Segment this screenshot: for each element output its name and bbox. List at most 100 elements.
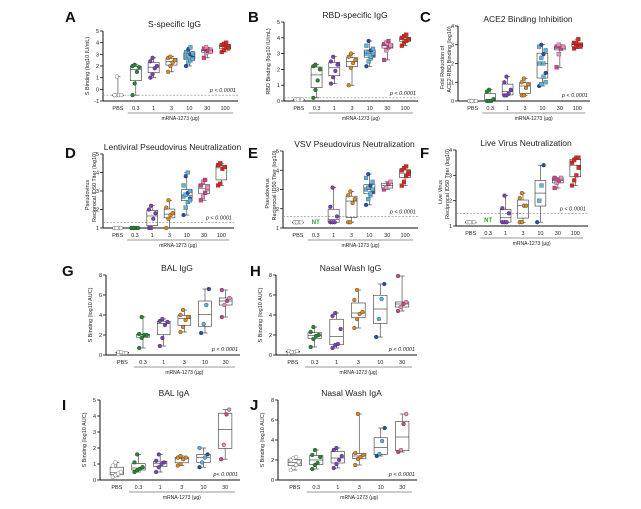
box-PBS — [287, 454, 302, 473]
data-point — [154, 63, 160, 69]
data-point — [308, 329, 313, 335]
data-point — [559, 175, 564, 180]
panel-title: Nasal Wash IgA — [321, 388, 382, 398]
data-point — [541, 74, 546, 79]
y-axis-label: Fold Reduction ofACE2-RBD Binding (log10… — [440, 26, 453, 93]
data-point — [132, 460, 137, 465]
x-tick-label: 0.3 — [132, 106, 140, 112]
data-point — [197, 445, 202, 451]
box-1 — [156, 316, 171, 349]
box-3 — [165, 54, 178, 74]
y-axis-label: RBD Binding (log10 IU/mL) — [266, 28, 272, 95]
box-10 — [536, 42, 549, 89]
y-tick-label: 1 — [96, 226, 99, 232]
data-point — [556, 178, 561, 183]
x-axis-label: mRNA-1273 (µg) — [165, 370, 203, 376]
data-point — [521, 93, 527, 98]
x-tick-label: 30 — [222, 485, 228, 491]
box-10 — [183, 45, 196, 69]
data-point — [346, 193, 351, 198]
data-point — [330, 345, 335, 351]
panel-letter: C — [420, 9, 431, 26]
data-point — [183, 317, 188, 323]
data-point — [165, 319, 170, 325]
data-point — [154, 458, 159, 463]
data-point — [335, 62, 340, 67]
data-point — [404, 299, 409, 305]
data-point — [313, 62, 318, 67]
data-point — [201, 321, 206, 327]
data-point — [113, 460, 118, 465]
data-point — [148, 59, 153, 64]
y-tick-label: 1 — [449, 224, 452, 230]
box-3 — [174, 453, 189, 468]
data-point — [119, 93, 124, 98]
data-point — [354, 287, 360, 293]
panel-letter: D — [65, 145, 76, 162]
panel-i: I BAL IgA 0 1 2 3 4 5 S Binding (log10 AUC) p< 0.… — [62, 388, 240, 501]
panel-title: S-specific IgG — [148, 19, 201, 29]
data-point — [222, 164, 227, 170]
data-point — [539, 82, 544, 87]
box-0.3 — [307, 324, 322, 350]
data-point — [110, 463, 115, 468]
data-point — [353, 57, 358, 63]
data-point — [506, 211, 511, 216]
data-point — [556, 52, 561, 57]
data-point — [508, 87, 513, 92]
data-point — [524, 203, 529, 208]
data-point — [552, 185, 557, 191]
x-tick-label: PBS — [287, 360, 298, 366]
data-point — [139, 335, 144, 341]
data-point — [180, 307, 186, 313]
x-tick-label: 1 — [336, 485, 339, 491]
data-point — [168, 63, 173, 69]
y-axis-label: S Binding (log10 AUC) — [82, 412, 88, 467]
box-iqr — [329, 318, 344, 346]
data-point — [172, 58, 177, 63]
data-point — [219, 457, 224, 462]
data-point — [187, 198, 193, 203]
data-point — [543, 70, 548, 75]
data-point — [399, 183, 404, 188]
data-point — [221, 47, 227, 52]
x-tick-label: 30 — [204, 106, 210, 112]
box-3 — [517, 190, 529, 225]
y-tick-label: 8 — [271, 398, 274, 404]
data-point — [156, 465, 161, 470]
data-point — [308, 344, 313, 350]
data-point — [190, 51, 195, 56]
box-1 — [329, 310, 344, 351]
y-axis-label: S Binding (log10 AUC) — [88, 287, 94, 342]
y-axis-label: PseudovirusReciprocal ID50 Titer (log10) — [265, 150, 278, 220]
box-30 — [218, 407, 233, 462]
data-point — [331, 54, 336, 59]
data-point — [502, 80, 507, 85]
data-point — [554, 180, 559, 185]
box-10 — [363, 172, 376, 207]
data-point — [224, 298, 230, 304]
box-10 — [373, 425, 388, 459]
y-tick-label: 3 — [93, 430, 96, 436]
box-iqr — [177, 315, 192, 326]
y-tick-label: 1 — [93, 462, 96, 468]
box-1 — [499, 193, 512, 225]
data-point — [578, 44, 583, 49]
x-tick-label: 30 — [399, 485, 405, 491]
box-iqr — [215, 165, 228, 181]
data-point — [114, 74, 119, 79]
x-axis-label: mRNA-1273 (µg) — [515, 116, 553, 122]
data-point — [338, 326, 343, 332]
y-tick-label: 5 — [277, 20, 280, 26]
y-tick-label: 3 — [449, 173, 452, 179]
box-PBS — [115, 349, 130, 357]
data-point — [312, 447, 318, 453]
box-0.3 — [129, 62, 142, 98]
data-point — [164, 225, 169, 231]
data-point — [368, 54, 373, 59]
data-point — [132, 81, 137, 86]
data-point — [334, 445, 339, 451]
data-point — [227, 295, 232, 301]
panel-b: B RBD-specific IgG 0 1 2 3 4 5 RBD Binding (log1… — [248, 9, 418, 122]
x-axis-label: mRNA-1273 (µg) — [341, 243, 379, 249]
